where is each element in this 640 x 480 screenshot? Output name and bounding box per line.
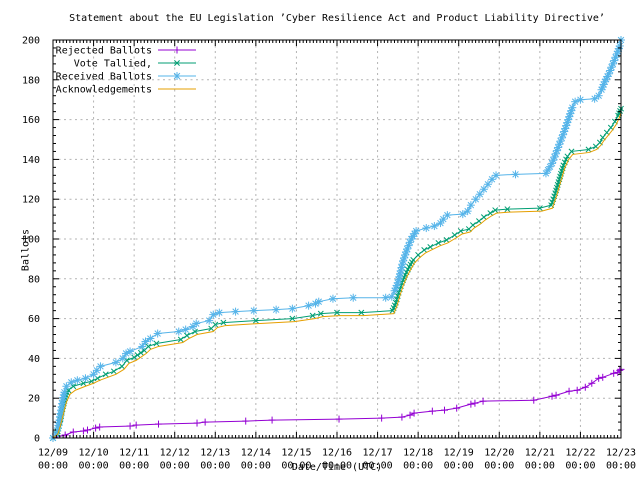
x-tick-time: 00:00 xyxy=(363,461,393,472)
grid-lines xyxy=(53,40,621,438)
legend-label: Vote Tallied, xyxy=(74,59,152,70)
x-tick-date: 12/10 xyxy=(79,448,109,459)
x-tick-date: 12/19 xyxy=(444,448,474,459)
y-tick-label: 120 xyxy=(22,195,40,206)
x-axis-title: Date/Time (UTC) xyxy=(291,462,383,473)
legend: Rejected Ballots Vote Tallied, Received Ba… xyxy=(56,46,196,96)
x-tick-time: 00:00 xyxy=(606,461,636,472)
legend-label: Rejected Ballots xyxy=(56,46,152,57)
x-tick-date: 12/13 xyxy=(200,448,230,459)
x-tick-time: 00:00 xyxy=(565,461,595,472)
legend-label: Acknowledgements xyxy=(56,85,152,96)
y-tick-label: 20 xyxy=(28,394,40,405)
legend-item-received-ballots: Received Ballots xyxy=(56,72,196,83)
y-tick-label: 140 xyxy=(22,155,40,166)
legend-sample xyxy=(158,72,196,80)
y-tick-label: 40 xyxy=(28,354,40,365)
legend-item-rejected-ballots: Rejected Ballots xyxy=(56,46,196,57)
y-tick-label: 80 xyxy=(28,274,40,285)
x-tick-date: 12/18 xyxy=(403,448,433,459)
y-tick-label: 0 xyxy=(34,434,40,445)
x-tick-date: 12/12 xyxy=(160,448,190,459)
x-tick-date: 12/09 xyxy=(38,448,68,459)
y-tick-label: 180 xyxy=(22,75,40,86)
series-acknowledgements xyxy=(52,112,622,439)
plot-border-and-ticks xyxy=(52,39,622,439)
x-tick-labels: 12/09 00:00 12/10 00:00 12/11 00:00 12/12 00:00… xyxy=(38,448,636,472)
legend-item-vote-tallied: Vote Tallied, xyxy=(74,59,196,70)
x-tick-time: 00:00 xyxy=(241,461,271,472)
legend-sample xyxy=(158,46,196,54)
x-tick-date: 12/14 xyxy=(241,448,271,459)
x-tick-time: 00:00 xyxy=(160,461,190,472)
series-markers-received-ballots xyxy=(49,36,625,442)
x-tick-time: 00:00 xyxy=(322,461,352,472)
x-tick-date: 12/20 xyxy=(484,448,514,459)
y-tick-labels: 0 20 40 60 80 100 120 140 160 180 200 xyxy=(22,36,40,445)
series-markers-vote-tallied xyxy=(50,105,624,441)
x-tick-time: 00:00 xyxy=(484,461,514,472)
x-tick-date: 12/11 xyxy=(119,448,149,459)
x-tick-date: 12/16 xyxy=(322,448,352,459)
x-tick-date: 12/15 xyxy=(281,448,311,459)
x-tick-time: 00:00 xyxy=(200,461,230,472)
y-tick-label: 100 xyxy=(22,235,40,246)
x-tick-date: 12/17 xyxy=(363,448,393,459)
x-tick-time: 00:00 xyxy=(525,461,555,472)
series-vote-tallied xyxy=(50,105,624,441)
legend-sample xyxy=(158,60,196,66)
x-tick-date: 12/22 xyxy=(565,448,595,459)
y-tick-label: 60 xyxy=(28,314,40,325)
chart-title: Statement about the EU Legislation ’Cybe… xyxy=(69,13,605,24)
x-tick-time: 00:00 xyxy=(79,461,109,472)
y-tick-label: 200 xyxy=(22,36,40,47)
x-tick-time: 00:00 xyxy=(38,461,68,472)
x-tick-time: 00:00 xyxy=(444,461,474,472)
series-received-ballots xyxy=(49,36,625,442)
x-tick-date: 12/23 xyxy=(606,448,636,459)
x-tick-time: 00:00 xyxy=(403,461,433,472)
x-tick-time: 00:00 xyxy=(281,461,311,472)
x-tick-date: 12/21 xyxy=(525,448,555,459)
legend-item-acknowledgements: Acknowledgements xyxy=(56,85,196,96)
legend-label: Received Ballots xyxy=(56,72,152,83)
x-tick-time: 00:00 xyxy=(119,461,149,472)
y-tick-label: 160 xyxy=(22,115,40,126)
